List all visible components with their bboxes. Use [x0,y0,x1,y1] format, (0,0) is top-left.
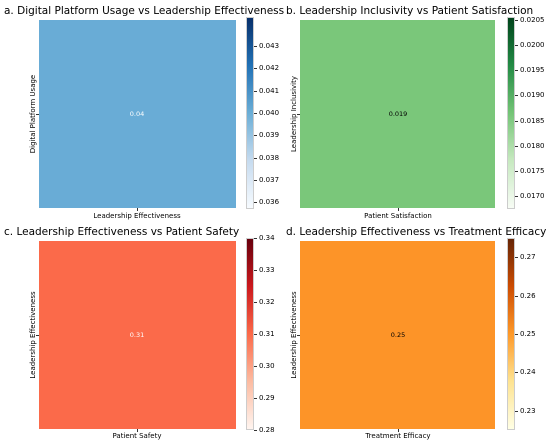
y-tick-mark [36,114,39,115]
x-axis-label: Treatment Efficacy [365,432,431,440]
colorbar-tick-label: 0.037 [259,175,280,184]
colorbar-tick-mark [515,120,518,122]
colorbar-tick-mark [254,238,257,239]
colorbar-tick-mark [254,135,257,137]
colorbar-tick-mark [515,171,518,173]
colorbar [507,238,515,430]
colorbar-tick-mark [254,179,257,181]
heatmap-cell [300,20,495,208]
colorbar-tick-label: 0.23 [520,406,536,415]
heatmap-cell [39,20,236,208]
colorbar-tick-label: 0.0190 [520,91,545,100]
colorbar-tick-mark [515,95,518,97]
heatmap-cell [39,241,236,429]
x-axis-label: Patient Safety [112,432,162,440]
colorbar-tick-mark [515,295,518,297]
colorbar-tick-mark [254,68,257,70]
colorbar-tick-mark [515,372,518,374]
colorbar-tick-label: 0.24 [520,368,536,377]
colorbar-tick-label: 0.036 [259,198,280,207]
colorbar-tick-label: 0.0180 [520,141,545,150]
colorbar-tick-label: 0.26 [520,291,536,300]
colorbar-tick-label: 0.33 [259,266,275,274]
colorbar-tick-label: 0.27 [520,253,536,262]
y-tick-mark [297,114,300,115]
chart-title: a. Digital Platform Usage vs Leadership … [4,5,285,17]
y-axis-label: Leadership Inclusivity [290,76,298,152]
colorbar-tick-label: 0.042 [259,64,280,73]
colorbar-tick-label: 0.043 [259,42,280,51]
colorbar-tick-mark [254,270,257,271]
colorbar-tick-label: 0.31 [259,330,275,338]
chart-title: b. Leadership Inclusivity vs Patient Sat… [286,5,534,17]
colorbar-tick-mark [515,145,518,147]
colorbar-tick-label: 0.038 [259,153,280,162]
y-axis-label: Leadership Effectiveness [290,291,298,379]
colorbar [246,17,254,209]
x-tick-mark [137,429,138,432]
colorbar-tick-mark [515,19,518,21]
colorbar-tick-mark [515,196,518,198]
colorbar-tick-label: 0.0200 [520,40,545,49]
y-tick-mark [36,335,39,336]
colorbar-tick-mark [254,430,257,431]
chart-title: d. Leadership Effectiveness vs Treatment… [286,226,547,238]
x-tick-mark [398,208,399,211]
colorbar [507,17,515,209]
x-axis-label: Patient Satisfaction [364,212,432,220]
colorbar-tick-label: 0.041 [259,86,280,95]
x-axis-label: Leadership Effectiveness [93,212,181,220]
colorbar-tick-label: 0.0195 [520,66,545,75]
cell-value-label: 0.04 [129,110,145,118]
heatmap-cell [300,241,495,429]
colorbar-tick-label: 0.32 [259,298,275,306]
cell-value-label: 0.019 [388,110,408,118]
y-tick-mark [297,335,300,336]
colorbar-tick-label: 0.0175 [520,167,545,176]
colorbar-tick-mark [254,398,257,399]
colorbar-tick-mark [254,366,257,367]
colorbar-tick-mark [254,90,257,92]
x-tick-mark [137,208,138,211]
chart-title: c. Leadership Effectiveness vs Patient S… [4,226,240,238]
colorbar-tick-mark [515,70,518,72]
colorbar-tick-label: 0.30 [259,362,275,370]
colorbar-tick-label: 0.34 [259,234,275,242]
colorbar-tick-mark [254,302,257,303]
colorbar-tick-mark [254,334,257,335]
colorbar-tick-label: 0.29 [259,394,275,402]
colorbar [246,238,254,430]
colorbar-tick-mark [254,202,257,204]
colorbar-tick-label: 0.0170 [520,192,545,201]
x-tick-mark [398,429,399,432]
colorbar-tick-mark [254,113,257,114]
colorbar-tick-label: 0.039 [259,131,280,140]
cell-value-label: 0.25 [390,331,406,339]
colorbar-tick-mark [515,334,518,335]
y-axis-label: Digital Platform Usage [29,74,37,154]
colorbar-tick-label: 0.25 [520,330,536,338]
cell-value-label: 0.31 [129,331,145,339]
colorbar-tick-label: 0.28 [259,426,275,434]
colorbar-tick-label: 0.040 [259,109,280,117]
colorbar-tick-mark [515,410,518,412]
colorbar-tick-mark [254,157,257,159]
colorbar-tick-label: 0.0205 [520,15,545,24]
colorbar-tick-mark [515,44,518,46]
colorbar-tick-label: 0.0185 [520,116,545,125]
y-axis-label: Leadership Effectiveness [29,291,37,379]
colorbar-tick-mark [254,46,257,48]
colorbar-tick-mark [515,257,518,259]
